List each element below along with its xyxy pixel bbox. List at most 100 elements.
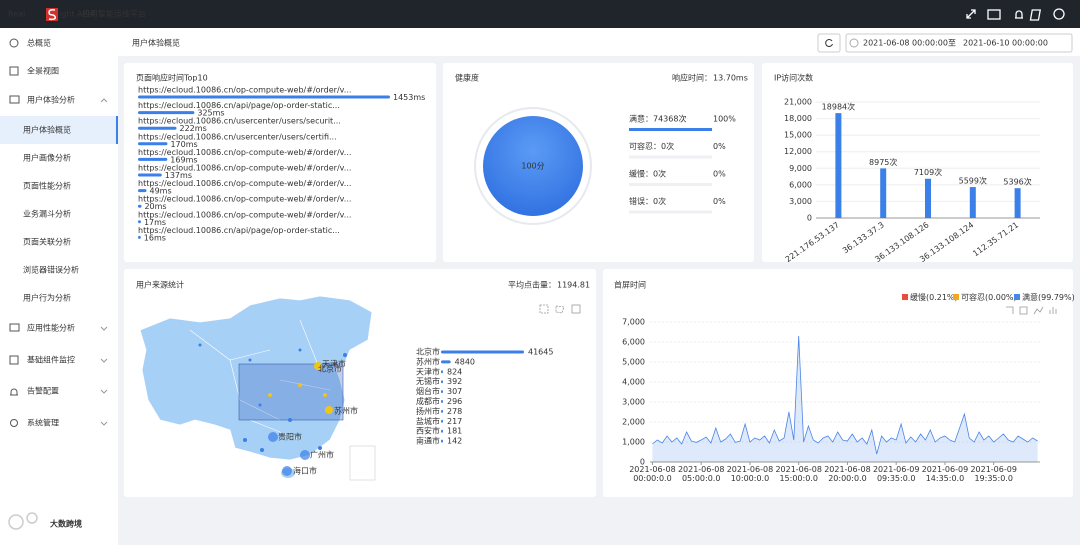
panel <box>603 269 1073 497</box>
menu-item[interactable]: 告警配置 <box>27 386 59 396</box>
bar <box>138 235 141 239</box>
value-label: 17ms <box>144 218 166 227</box>
health-label: 满意：74368次 <box>629 114 686 124</box>
value-label: 5396次 <box>1003 177 1031 187</box>
map-dot <box>198 343 202 347</box>
gauge-label: 100分 <box>521 162 544 171</box>
url-label: https://ecloud.10086.cn/api/page/op-orde… <box>138 226 340 235</box>
value-label: 170ms <box>170 140 197 149</box>
bar <box>138 173 162 177</box>
legend-swatch <box>953 294 959 300</box>
hotspot <box>298 383 302 387</box>
china-map <box>139 295 373 461</box>
date-range-picker[interactable] <box>845 33 1073 53</box>
map-city-label: 海口市 <box>293 466 317 476</box>
date-end: 2021-06-10 00:00:00 <box>963 39 1048 48</box>
y-tick-label: 3,000 <box>622 398 645 407</box>
map-city-label: 北京市 <box>318 364 342 374</box>
health-percent: 0% <box>713 142 726 151</box>
bar <box>441 429 443 433</box>
health-track <box>629 183 712 186</box>
submenu-item[interactable]: 页面关联分析 <box>23 237 71 247</box>
value-label: 307 <box>447 387 462 396</box>
tool-rect[interactable] <box>539 304 549 314</box>
url-label: https://ecloud.10086.cn/usercenter/users… <box>138 132 337 141</box>
value-label: 278 <box>447 407 462 416</box>
tool-polygon[interactable] <box>555 305 565 314</box>
user-icon[interactable] <box>1053 8 1065 20</box>
fullscreen-icon[interactable] <box>966 9 976 19</box>
line-tools[interactable] <box>1006 306 1057 315</box>
value-label: 18984次 <box>822 102 855 112</box>
bar <box>925 178 931 218</box>
value-label: 296 <box>447 397 462 406</box>
bar <box>138 204 142 208</box>
value-label: 181 <box>447 427 462 436</box>
legend-label: 缓慢(0.21%) <box>910 292 958 302</box>
response-label: 响应时间： <box>672 73 712 83</box>
book-icon[interactable] <box>1029 9 1042 21</box>
watermark-logo <box>26 512 38 524</box>
menu-item[interactable]: 应用性能分析 <box>27 323 75 333</box>
submenu-item[interactable]: 页面性能分析 <box>23 181 71 191</box>
legend-label: 满意(99.79%) <box>1022 292 1075 302</box>
menu-icon <box>9 323 20 332</box>
city-label: 天津市 <box>416 366 440 376</box>
map-tools <box>539 304 1057 315</box>
bar <box>138 126 177 130</box>
map-city-label: 贵阳市 <box>278 432 302 442</box>
submenu-item[interactable]: 用户体验概览 <box>23 125 71 135</box>
menu-item[interactable]: 基础组件监控 <box>27 355 75 365</box>
bar <box>441 390 443 394</box>
map-dot <box>298 348 302 352</box>
value-label: 169ms <box>170 155 197 164</box>
tool-clear[interactable] <box>571 304 581 314</box>
menu-item[interactable]: 总概览 <box>27 38 51 48</box>
map-city-label: 广州市 <box>310 450 334 460</box>
map-hotspots <box>268 362 333 414</box>
menu-item[interactable]: 系统管理 <box>27 418 59 428</box>
map-dot <box>260 448 264 452</box>
city-label: 扬州市 <box>416 406 440 416</box>
bar <box>969 187 976 218</box>
city-label: 南通市 <box>416 436 440 446</box>
menu-item[interactable]: 全景视图 <box>27 66 59 76</box>
bell-icon[interactable] <box>1015 10 1023 19</box>
gauge <box>483 116 583 216</box>
date-separator: 至 <box>948 39 956 48</box>
map-city-label: 天津市 <box>322 359 346 369</box>
y-tick-label: 6,000 <box>622 338 645 347</box>
platform-name: 应用智能运维平台 <box>82 9 146 19</box>
map-dot <box>243 438 247 442</box>
hotspot <box>268 393 272 397</box>
bar <box>441 419 443 423</box>
value-label: 8975次 <box>869 157 897 167</box>
value-label: 217 <box>447 417 462 426</box>
panel-title: 首屏时间 <box>614 280 646 290</box>
bar <box>441 360 451 364</box>
x-tick-label: 2021-06-09 14:35:0.0 <box>922 465 969 483</box>
menu-item[interactable]: 用户体验分析 <box>27 95 75 105</box>
submenu-item[interactable]: 用户画像分析 <box>23 153 71 163</box>
sidebar <box>0 28 118 545</box>
map-dot <box>258 403 262 407</box>
submenu-item[interactable]: 业务漏斗分析 <box>23 209 71 219</box>
y-tick-label: 9,000 <box>789 164 812 173</box>
avg-label: 平均点击量： <box>508 280 556 290</box>
bar <box>138 189 147 193</box>
card-icon[interactable] <box>987 9 1001 20</box>
bar <box>441 370 443 374</box>
submenu-item[interactable]: 用户行为分析 <box>23 293 71 303</box>
health-label: 错误：0次 <box>629 196 666 206</box>
bar <box>441 439 443 443</box>
refresh-button[interactable] <box>817 33 841 53</box>
active-menu-marker <box>116 116 118 144</box>
hotspot <box>325 406 333 414</box>
bar <box>441 380 443 384</box>
health-bar <box>629 128 712 131</box>
province-borders <box>189 319 331 441</box>
value-label: 824 <box>447 367 462 376</box>
panel-title: 健康度 <box>455 73 479 83</box>
submenu-item[interactable]: 浏览器错误分析 <box>23 265 79 275</box>
line <box>652 335 1038 455</box>
